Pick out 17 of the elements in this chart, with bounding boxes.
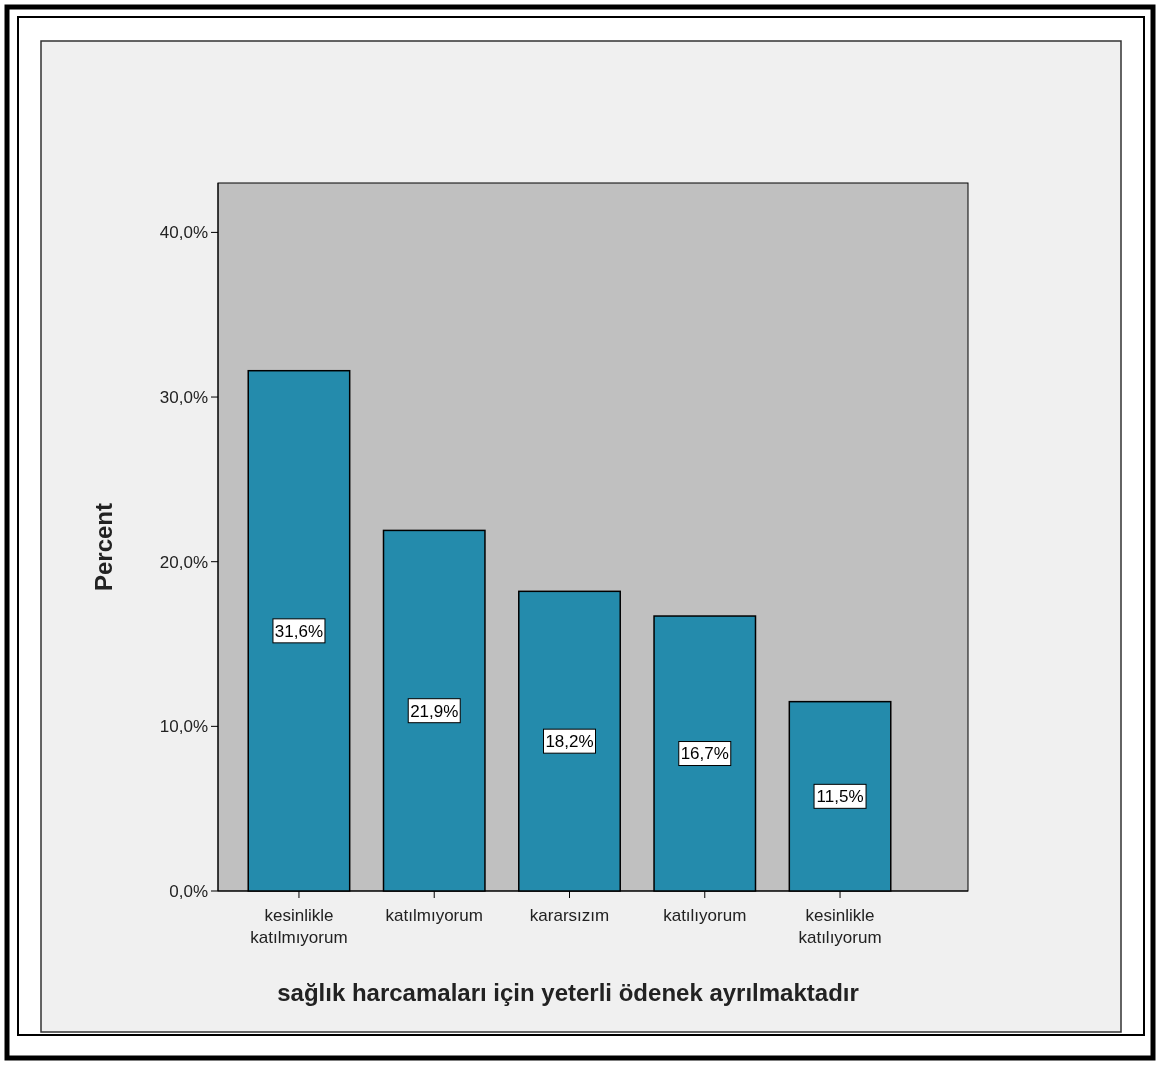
x-tick-label: katılıyorum — [663, 906, 747, 925]
y-tick-label: 10,0% — [159, 717, 208, 737]
data-label: 11,5% — [816, 787, 864, 807]
y-tick-label: 40,0% — [159, 223, 208, 243]
y-tick-label: 20,0% — [159, 552, 208, 572]
x-tick-label: kesinlikle katılmıyorum — [250, 906, 348, 947]
x-tick-label: kesinlikle katılıyorum — [798, 906, 882, 947]
data-label: 21,9% — [410, 701, 459, 721]
data-label: 31,6% — [274, 621, 324, 641]
x-tick-label: kararsızım — [529, 906, 610, 925]
x-axis-title: sağlık harcamaları için yeterli ödenek ayrılmaktadır — [277, 979, 859, 1006]
y-axis-title: Percent — [90, 502, 117, 592]
data-label: 18,2% — [545, 732, 594, 752]
y-tick-label: 30,0% — [159, 388, 208, 407]
x-tick-label: katılmıyorum — [385, 906, 483, 925]
y-tick-label: 0,0% — [169, 881, 208, 901]
data-label: 16,7% — [680, 744, 729, 764]
